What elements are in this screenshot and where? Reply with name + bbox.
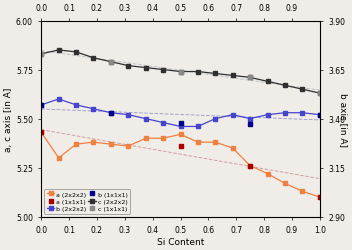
Legend: a (2x2x2), a (1x1x1), b (2x2x2), b (1x1x1), c (2x2x2), c (1x1x1): a (2x2x2), a (1x1x1), b (2x2x2), b (1x1x… bbox=[44, 189, 130, 214]
Y-axis label: b axis [in A]: b axis [in A] bbox=[339, 92, 348, 146]
X-axis label: Si Content: Si Content bbox=[157, 237, 204, 246]
Y-axis label: a, c axis [in A]: a, c axis [in A] bbox=[4, 87, 13, 151]
